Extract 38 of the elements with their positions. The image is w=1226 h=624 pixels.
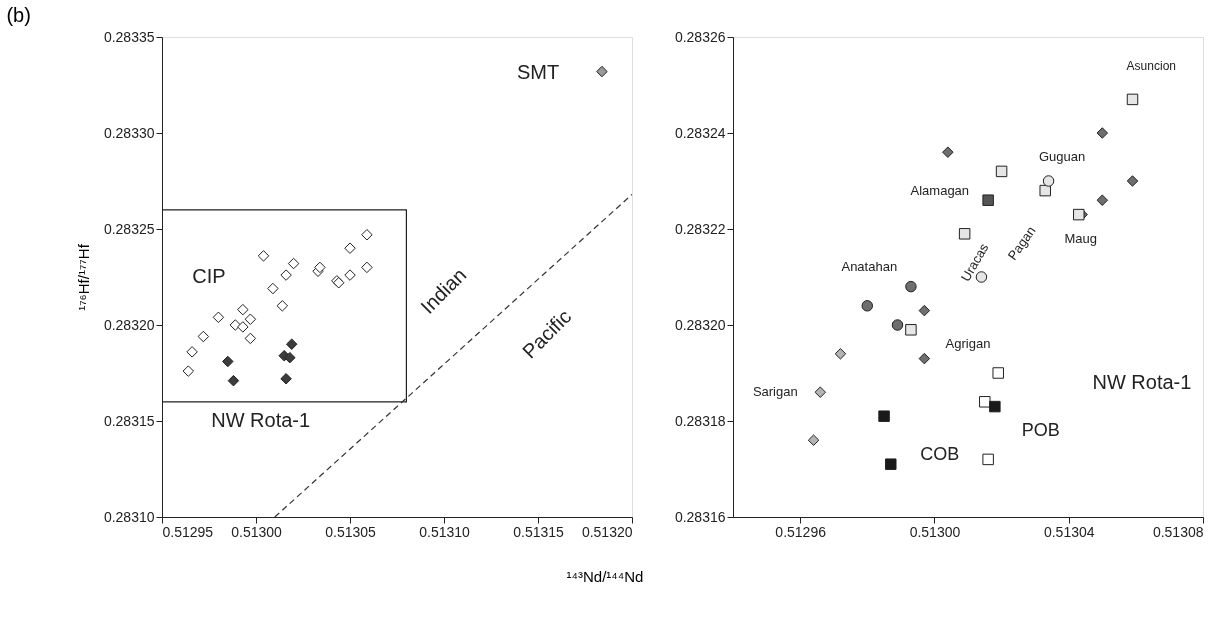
y-axis-title: ¹⁷⁶Hf/¹⁷⁷Hf <box>74 243 92 311</box>
annotation: NW Rota-1 <box>1092 370 1192 393</box>
y-tick-label: 0.28315 <box>103 412 155 429</box>
x-tick-label: 0.51295 <box>162 523 214 540</box>
y-tick-label: 0.28320 <box>674 316 726 333</box>
y-tick-label: 0.28320 <box>103 316 155 333</box>
x-tick-label: 0.51304 <box>1043 523 1095 540</box>
y-tick-label: 0.28310 <box>103 508 155 525</box>
annotation: Anatahan <box>841 259 898 275</box>
annotation: Alamagan <box>910 182 970 198</box>
x-tick-label: 0.51315 <box>513 523 565 540</box>
annotation: Sarigan <box>752 384 798 400</box>
y-tick-label: 0.28325 <box>103 220 155 237</box>
y-tick-label: 0.28324 <box>674 124 726 141</box>
y-tick-label: 0.28335 <box>103 28 155 45</box>
x-tick-label: 0.51320 <box>581 523 633 540</box>
y-tick-label: 0.28326 <box>674 28 726 45</box>
annotation: COB <box>920 443 960 464</box>
x-axis-title: ¹⁴³Nd/¹⁴⁴Nd <box>566 567 644 585</box>
annotation: Agrigan <box>945 336 991 352</box>
x-tick-label: 0.51310 <box>419 523 471 540</box>
x-tick-label: 0.51308 <box>1152 523 1204 540</box>
x-tick-label: 0.51300 <box>909 523 961 540</box>
y-tick-label: 0.28330 <box>103 124 155 141</box>
y-tick-label: 0.28322 <box>674 220 726 237</box>
x-tick-label: 0.51300 <box>231 523 283 540</box>
annotation: Guguan <box>1038 149 1086 164</box>
x-tick-label: 0.51296 <box>775 523 827 540</box>
annotation: POB <box>1021 419 1060 440</box>
annotation: Maug <box>1064 230 1098 246</box>
x-tick-label: 0.51305 <box>325 523 377 540</box>
y-tick-label: 0.28316 <box>674 508 726 525</box>
y-tick-label: 0.28318 <box>674 412 726 429</box>
annotation: CIP <box>192 265 226 287</box>
annotation: SMT <box>516 61 560 84</box>
chart-title: (b) <box>6 4 31 26</box>
annotation: Asuncion <box>1126 58 1176 73</box>
annotation: NW Rota-1 <box>211 409 311 431</box>
